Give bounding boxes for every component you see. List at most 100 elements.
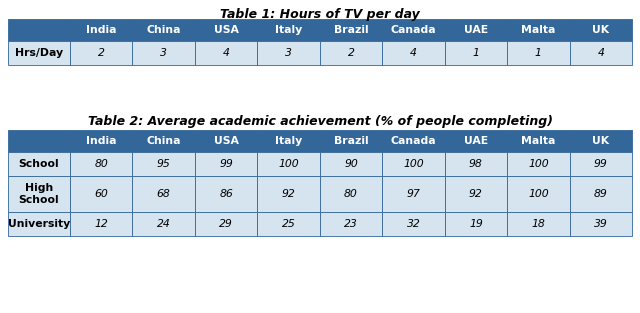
Bar [132, 19, 195, 41]
Text: Italy: Italy [275, 136, 302, 146]
Text: Canada: Canada [390, 136, 436, 146]
Bar [570, 41, 632, 65]
Bar [382, 130, 445, 152]
Bar [132, 212, 195, 236]
Bar [507, 152, 570, 176]
Bar [8, 152, 70, 176]
Text: 4: 4 [597, 48, 604, 58]
Text: 3: 3 [160, 48, 167, 58]
Bar [445, 19, 507, 41]
Text: 1: 1 [472, 48, 479, 58]
Bar [70, 152, 132, 176]
Text: 3: 3 [285, 48, 292, 58]
Text: UK: UK [592, 25, 609, 35]
Text: UAE: UAE [464, 136, 488, 146]
Text: 95: 95 [157, 159, 170, 169]
Bar [132, 176, 195, 212]
Text: 25: 25 [282, 219, 296, 229]
Text: 100: 100 [278, 159, 299, 169]
Text: 18: 18 [531, 219, 545, 229]
Bar [445, 41, 507, 65]
Bar [70, 212, 132, 236]
Text: 100: 100 [528, 189, 548, 199]
Text: 89: 89 [594, 189, 607, 199]
Bar [8, 130, 70, 152]
Text: 60: 60 [94, 189, 108, 199]
Text: 100: 100 [403, 159, 424, 169]
Text: Italy: Italy [275, 25, 302, 35]
Text: 4: 4 [223, 48, 230, 58]
Text: High
School: High School [19, 183, 60, 205]
Text: 19: 19 [469, 219, 483, 229]
Text: USA: USA [214, 136, 239, 146]
Bar [445, 152, 507, 176]
Text: 39: 39 [594, 219, 607, 229]
Text: Malta: Malta [521, 136, 556, 146]
Bar [320, 152, 382, 176]
Bar [507, 41, 570, 65]
Text: Canada: Canada [390, 25, 436, 35]
Text: Table 2: Average academic achievement (% of people completing): Table 2: Average academic achievement (%… [88, 115, 552, 128]
Bar [132, 130, 195, 152]
Bar [507, 212, 570, 236]
Bar [570, 176, 632, 212]
Text: 68: 68 [157, 189, 170, 199]
Text: India: India [86, 136, 116, 146]
Bar [132, 152, 195, 176]
Bar [195, 130, 257, 152]
Text: 23: 23 [344, 219, 358, 229]
Text: China: China [147, 136, 181, 146]
Bar [382, 19, 445, 41]
Bar [195, 19, 257, 41]
Text: 99: 99 [220, 159, 233, 169]
Bar [507, 176, 570, 212]
Bar [195, 212, 257, 236]
Text: 100: 100 [528, 159, 548, 169]
Text: 97: 97 [406, 189, 420, 199]
Text: Brazil: Brazil [333, 136, 368, 146]
Text: Malta: Malta [521, 25, 556, 35]
Bar [320, 19, 382, 41]
Text: Brazil: Brazil [333, 25, 368, 35]
Text: 98: 98 [469, 159, 483, 169]
Text: UAE: UAE [464, 25, 488, 35]
Bar [70, 176, 132, 212]
Text: 1: 1 [535, 48, 542, 58]
Bar [195, 41, 257, 65]
Text: 86: 86 [220, 189, 233, 199]
Text: 4: 4 [410, 48, 417, 58]
Bar [382, 176, 445, 212]
Text: School: School [19, 159, 60, 169]
Bar [70, 130, 132, 152]
Text: 2: 2 [98, 48, 105, 58]
Bar [382, 41, 445, 65]
Bar [382, 152, 445, 176]
Bar [195, 176, 257, 212]
Text: 80: 80 [344, 189, 358, 199]
Bar [320, 212, 382, 236]
Text: Table 1: Hours of TV per day: Table 1: Hours of TV per day [220, 8, 420, 21]
Text: 92: 92 [469, 189, 483, 199]
Bar [507, 19, 570, 41]
Bar [382, 212, 445, 236]
Bar [257, 212, 320, 236]
Text: UK: UK [592, 136, 609, 146]
Bar [570, 130, 632, 152]
Text: USA: USA [214, 25, 239, 35]
Bar [8, 19, 70, 41]
Text: India: India [86, 25, 116, 35]
Text: 32: 32 [406, 219, 420, 229]
Bar [570, 19, 632, 41]
Text: 80: 80 [94, 159, 108, 169]
Bar [320, 176, 382, 212]
Text: University: University [8, 219, 70, 229]
Text: 92: 92 [282, 189, 296, 199]
Text: China: China [147, 25, 181, 35]
Text: 90: 90 [344, 159, 358, 169]
Bar [257, 176, 320, 212]
Bar [8, 41, 70, 65]
Bar [70, 19, 132, 41]
Bar [445, 212, 507, 236]
Bar [257, 19, 320, 41]
Bar [132, 41, 195, 65]
